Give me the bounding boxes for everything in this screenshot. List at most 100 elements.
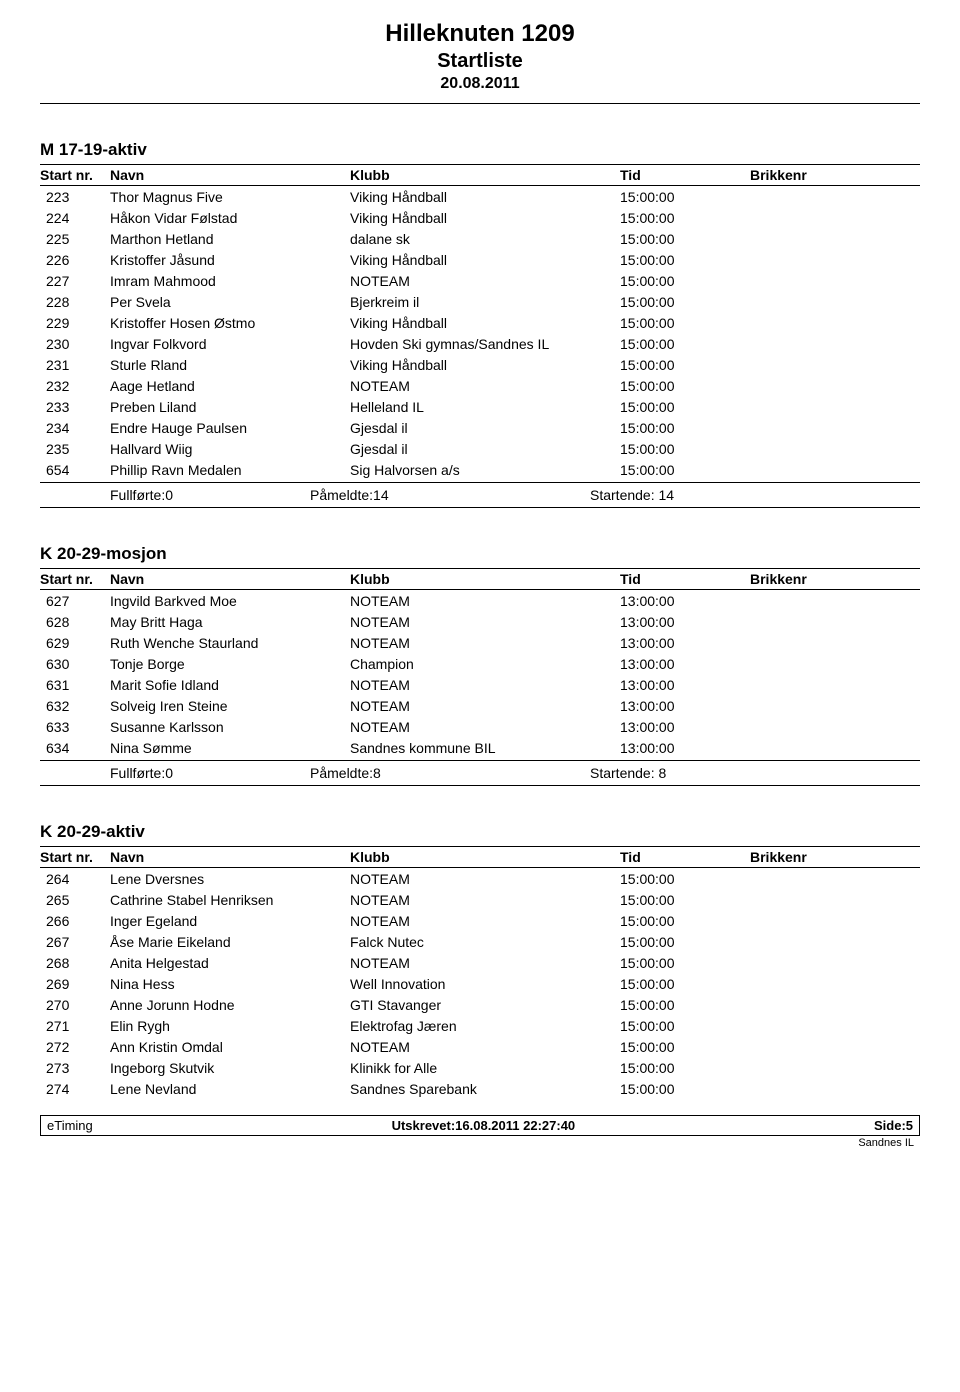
summary-fullforte: Fullførte:0 <box>40 765 310 781</box>
cell-navn: Lene Nevland <box>110 1081 350 1097</box>
cell-brikkenr <box>750 1039 920 1055</box>
cell-startnr: 271 <box>40 1018 110 1034</box>
cell-navn: Cathrine Stabel Henriksen <box>110 892 350 908</box>
cell-brikkenr <box>750 719 920 735</box>
cell-startnr: 654 <box>40 462 110 478</box>
cell-tid: 13:00:00 <box>620 698 750 714</box>
cell-startnr: 266 <box>40 913 110 929</box>
cell-brikkenr <box>750 892 920 908</box>
cell-startnr: 231 <box>40 357 110 373</box>
table-row: 633Susanne KarlssonNOTEAM13:00:00 <box>40 716 920 737</box>
cell-brikkenr <box>750 357 920 373</box>
cell-navn: Ann Kristin Omdal <box>110 1039 350 1055</box>
cell-klubb: NOTEAM <box>350 955 620 971</box>
cell-navn: Aage Hetland <box>110 378 350 394</box>
footer-sub: Sandnes IL <box>40 1137 920 1149</box>
cell-startnr: 229 <box>40 315 110 331</box>
cell-startnr: 273 <box>40 1060 110 1076</box>
cell-navn: Sturle Rland <box>110 357 350 373</box>
cell-brikkenr <box>750 336 920 352</box>
cell-tid: 15:00:00 <box>620 913 750 929</box>
cell-tid: 15:00:00 <box>620 399 750 415</box>
cell-navn: Ingeborg Skutvik <box>110 1060 350 1076</box>
page-footer: eTiming Utskrevet:16.08.2011 22:27:40 Si… <box>40 1115 920 1136</box>
cell-tid: 15:00:00 <box>620 273 750 289</box>
cell-brikkenr <box>750 635 920 651</box>
cell-tid: 15:00:00 <box>620 378 750 394</box>
cell-navn: Håkon Vidar Følstad <box>110 210 350 226</box>
cell-brikkenr <box>750 698 920 714</box>
section-title: K 20-29-aktiv <box>40 822 920 842</box>
cell-klubb: Bjerkreim il <box>350 294 620 310</box>
cell-navn: Marthon Hetland <box>110 231 350 247</box>
col-brikkenr: Brikkenr <box>750 571 920 587</box>
table-row: 631Marit Sofie IdlandNOTEAM13:00:00 <box>40 674 920 695</box>
cell-brikkenr <box>750 934 920 950</box>
cell-startnr: 223 <box>40 189 110 205</box>
cell-klubb: Hovden Ski gymnas/Sandnes IL <box>350 336 620 352</box>
table-row: 628May Britt HagaNOTEAM13:00:00 <box>40 611 920 632</box>
cell-klubb: GTI Stavanger <box>350 997 620 1013</box>
cell-brikkenr <box>750 294 920 310</box>
cell-tid: 13:00:00 <box>620 593 750 609</box>
cell-klubb: Sandnes kommune BIL <box>350 740 620 756</box>
cell-brikkenr <box>750 399 920 415</box>
cell-navn: May Britt Haga <box>110 614 350 630</box>
cell-brikkenr <box>750 1081 920 1097</box>
cell-navn: Åse Marie Eikeland <box>110 934 350 950</box>
cell-tid: 15:00:00 <box>620 1018 750 1034</box>
cell-tid: 15:00:00 <box>620 294 750 310</box>
table-header: Start nr.NavnKlubbTidBrikkenr <box>40 164 920 186</box>
cell-startnr: 627 <box>40 593 110 609</box>
cell-navn: Kristoffer Hosen Østmo <box>110 315 350 331</box>
cell-navn: Per Svela <box>110 294 350 310</box>
cell-startnr: 274 <box>40 1081 110 1097</box>
cell-tid: 13:00:00 <box>620 677 750 693</box>
cell-klubb: NOTEAM <box>350 593 620 609</box>
table-row: 273Ingeborg SkutvikKlinikk for Alle15:00… <box>40 1057 920 1078</box>
table-header: Start nr.NavnKlubbTidBrikkenr <box>40 568 920 590</box>
cell-tid: 15:00:00 <box>620 210 750 226</box>
cell-brikkenr <box>750 614 920 630</box>
cell-tid: 15:00:00 <box>620 441 750 457</box>
cell-tid: 15:00:00 <box>620 934 750 950</box>
cell-navn: Preben Liland <box>110 399 350 415</box>
cell-tid: 15:00:00 <box>620 1039 750 1055</box>
cell-tid: 15:00:00 <box>620 231 750 247</box>
col-brikkenr: Brikkenr <box>750 849 920 865</box>
cell-startnr: 235 <box>40 441 110 457</box>
cell-startnr: 224 <box>40 210 110 226</box>
page-title: Hilleknuten 1209 <box>40 20 920 49</box>
cell-brikkenr <box>750 315 920 331</box>
cell-navn: Ruth Wenche Staurland <box>110 635 350 651</box>
footer-left: eTiming <box>47 1118 93 1133</box>
cell-tid: 15:00:00 <box>620 420 750 436</box>
cell-klubb: NOTEAM <box>350 698 620 714</box>
cell-klubb: NOTEAM <box>350 677 620 693</box>
col-navn: Navn <box>110 849 350 865</box>
cell-tid: 15:00:00 <box>620 976 750 992</box>
cell-startnr: 629 <box>40 635 110 651</box>
cell-navn: Phillip Ravn Medalen <box>110 462 350 478</box>
cell-tid: 15:00:00 <box>620 357 750 373</box>
cell-tid: 15:00:00 <box>620 189 750 205</box>
cell-startnr: 633 <box>40 719 110 735</box>
cell-klubb: Viking Håndball <box>350 210 620 226</box>
cell-navn: Endre Hauge Paulsen <box>110 420 350 436</box>
cell-navn: Hallvard Wiig <box>110 441 350 457</box>
table-row: 231Sturle RlandViking Håndball15:00:00 <box>40 354 920 375</box>
table-row: 654Phillip Ravn MedalenSig Halvorsen a/s… <box>40 459 920 480</box>
header-divider <box>40 103 920 104</box>
cell-startnr: 628 <box>40 614 110 630</box>
cell-startnr: 225 <box>40 231 110 247</box>
cell-brikkenr <box>750 252 920 268</box>
cell-klubb: NOTEAM <box>350 719 620 735</box>
table-row: 225Marthon Hetlanddalane sk15:00:00 <box>40 228 920 249</box>
cell-tid: 13:00:00 <box>620 635 750 651</box>
cell-navn: Lene Dversnes <box>110 871 350 887</box>
cell-klubb: Viking Håndball <box>350 315 620 331</box>
cell-brikkenr <box>750 1060 920 1076</box>
cell-brikkenr <box>750 740 920 756</box>
cell-brikkenr <box>750 420 920 436</box>
summary-fullforte: Fullførte:0 <box>40 487 310 503</box>
